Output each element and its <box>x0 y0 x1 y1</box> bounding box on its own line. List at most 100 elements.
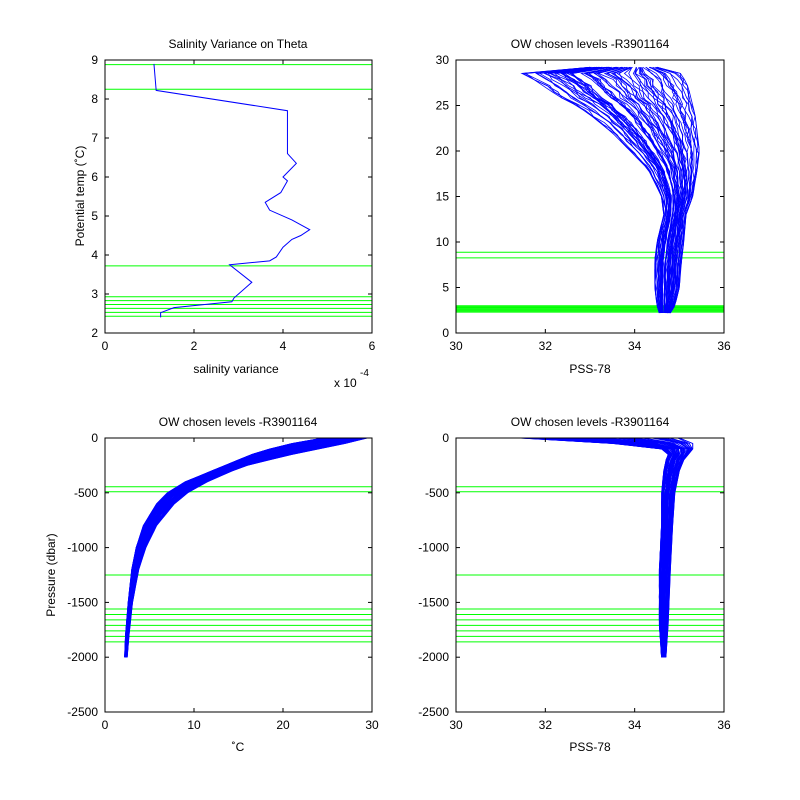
profile-line <box>569 66 673 313</box>
profile-line <box>628 67 683 314</box>
x-multiplier: x 10 <box>334 376 357 390</box>
y-tick-label: 7 <box>91 131 98 145</box>
profile-line <box>543 437 672 658</box>
y-tick-label: 8 <box>91 92 98 106</box>
y-tick-label: -2500 <box>418 705 449 719</box>
profile-line <box>125 437 344 658</box>
x-tick-label: 36 <box>717 718 731 732</box>
profile-line <box>126 437 368 658</box>
profile-line <box>125 437 345 658</box>
y-tick-label: 0 <box>91 431 98 445</box>
x-tick-label: 2 <box>191 339 198 353</box>
profile-line <box>533 437 672 658</box>
profile-line <box>126 437 362 658</box>
x-tick-label: 34 <box>628 339 642 353</box>
profile-line <box>125 437 351 658</box>
x-tick-label: 32 <box>539 339 553 353</box>
profile-line <box>551 437 674 658</box>
axes-box <box>455 437 725 713</box>
y-axis-label: Pressure (dbar) <box>44 533 58 616</box>
profile-line <box>641 67 687 314</box>
profile-line <box>665 437 694 658</box>
y-tick-label: 5 <box>91 209 98 223</box>
y-tick-label: 30 <box>436 53 450 67</box>
profile-line <box>656 66 700 314</box>
x-multiplier-exponent: -4 <box>360 368 369 379</box>
profile-line <box>126 437 363 658</box>
x-tick-label: 34 <box>628 718 642 732</box>
profile-line <box>125 437 344 658</box>
profile-line <box>626 437 683 658</box>
y-tick-label: 10 <box>436 235 450 249</box>
profile-line <box>125 437 349 658</box>
profile-line <box>544 66 668 314</box>
y-tick-label: -500 <box>425 486 449 500</box>
y-tick-label: 25 <box>436 99 450 113</box>
profile-line <box>562 437 674 658</box>
profile-line <box>628 437 682 658</box>
panel-theta-salinity: OW chosen levels -R3901164 30 32 34 36 0 5 10 1… <box>436 37 731 376</box>
profile-line <box>126 437 363 658</box>
y-tick-label: -500 <box>74 486 98 500</box>
profile-line <box>126 437 365 658</box>
profile-line <box>126 437 355 658</box>
panel-pressure-salinity: OW chosen levels -R3901164 30 32 34 36 -2500… <box>418 415 731 754</box>
profile-line <box>125 437 347 658</box>
profile-line <box>523 66 666 314</box>
profile-line <box>552 437 673 658</box>
panel-title: OW chosen levels -R3901164 <box>511 37 670 51</box>
profile-line <box>534 66 667 314</box>
profile-line <box>585 66 675 314</box>
y-tick-label: 2 <box>91 326 98 340</box>
y-tick-label: -1000 <box>67 541 98 555</box>
panel-salinity-variance: Salinity Variance on Theta 0 2 4 623456789 … <box>73 37 376 390</box>
y-tick-label: -1000 <box>418 541 449 555</box>
profile-line <box>587 437 678 658</box>
x-axis-label: PSS-78 <box>569 362 611 376</box>
y-tick-label: 15 <box>436 190 450 204</box>
x-axis-label: ˚C <box>232 740 245 754</box>
profile-line <box>518 437 669 658</box>
profile-line <box>125 437 349 658</box>
profile-line <box>563 437 676 658</box>
profile-line <box>604 437 679 658</box>
profile-line <box>639 67 686 314</box>
profile-line <box>524 437 670 658</box>
profile-line <box>606 66 679 314</box>
profile-line <box>561 437 675 658</box>
panel-title: OW chosen levels -R3901164 <box>159 415 318 429</box>
profile-line <box>125 437 351 658</box>
panel-title: Salinity Variance on Theta <box>169 37 308 51</box>
profile-line <box>580 66 674 313</box>
profile-line <box>125 437 347 658</box>
profile-line <box>593 66 677 314</box>
profile-line <box>126 437 361 658</box>
x-tick-label: 30 <box>449 718 463 732</box>
profile-line <box>125 437 351 658</box>
profile-line <box>521 437 669 658</box>
x-tick-label: 0 <box>102 718 109 732</box>
x-tick-label: 0 <box>102 339 109 353</box>
profile-line <box>635 67 684 314</box>
profile-line <box>126 437 364 658</box>
profile-line <box>645 66 690 314</box>
x-tick-label: 32 <box>539 718 553 732</box>
profile-line <box>538 66 667 314</box>
profile-line <box>535 437 671 658</box>
profile-line <box>563 437 675 658</box>
x-axis-label: salinity variance <box>193 362 279 376</box>
y-tick-label: 5 <box>442 281 449 295</box>
profile-line <box>126 437 358 658</box>
profile-line <box>126 437 360 658</box>
y-tick-label: 0 <box>442 326 449 340</box>
x-axis-label: PSS-78 <box>569 740 611 754</box>
profile-line <box>125 437 344 658</box>
axes-box <box>104 59 373 334</box>
profile-line <box>639 67 686 314</box>
profile-line <box>126 437 360 658</box>
y-tick-label: 20 <box>436 144 450 158</box>
y-tick-label: -1500 <box>67 595 98 609</box>
profile-line <box>126 437 354 658</box>
profile-line <box>126 437 363 658</box>
